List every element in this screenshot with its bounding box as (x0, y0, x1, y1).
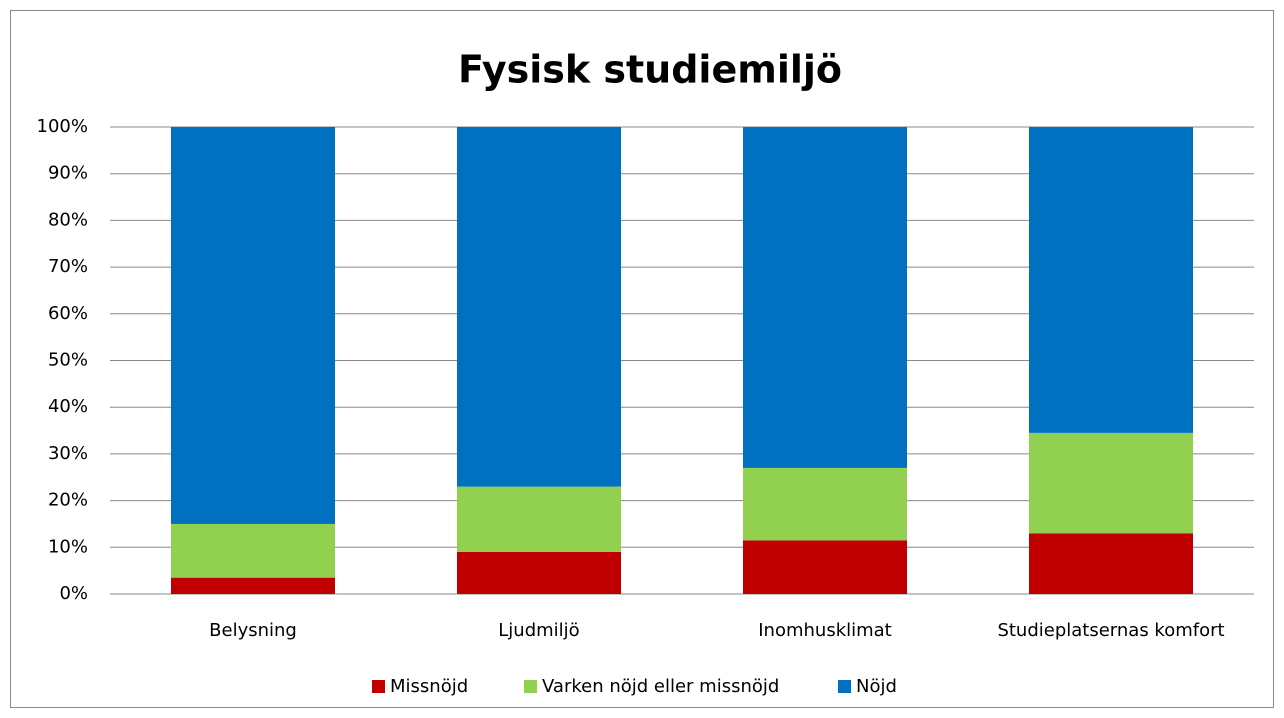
bar-segment (743, 540, 907, 594)
y-tick-label: 60% (48, 303, 88, 324)
bar-segment (743, 127, 907, 468)
legend-swatch (524, 680, 537, 693)
bar-segment (171, 577, 335, 594)
bar-segment (171, 127, 335, 524)
y-tick-label: 50% (48, 350, 88, 371)
x-tick-label: Ljudmiljö (498, 620, 579, 641)
bar-segment (457, 551, 621, 594)
chart-title: Fysisk studiemiljö (458, 48, 842, 92)
bar-segment (1029, 127, 1193, 433)
y-tick-label: 0% (59, 583, 88, 604)
bar-segment (743, 467, 907, 541)
legend-label: Missnöjd (390, 676, 468, 697)
bar-segment (1029, 533, 1193, 594)
legend-swatch (372, 680, 385, 693)
bar-segment (457, 486, 621, 552)
bar-segment (171, 523, 335, 578)
y-tick-label: 100% (37, 116, 88, 137)
y-tick-label: 70% (48, 256, 88, 277)
y-tick-label: 80% (48, 209, 88, 230)
legend-swatch (838, 680, 851, 693)
legend-label: Nöjd (856, 676, 897, 697)
y-tick-label: 10% (48, 536, 88, 557)
y-tick-label: 90% (48, 163, 88, 184)
y-tick-label: 20% (48, 490, 88, 511)
bar-segment (457, 127, 621, 487)
x-tick-label: Belysning (209, 620, 297, 641)
x-tick-label: Studieplatsernas komfort (997, 620, 1224, 641)
legend-label: Varken nöjd eller missnöjd (542, 676, 779, 697)
y-tick-label: 40% (48, 396, 88, 417)
y-tick-label: 30% (48, 443, 88, 464)
x-tick-label: Inomhusklimat (758, 620, 892, 641)
bar-segment (1029, 432, 1193, 534)
